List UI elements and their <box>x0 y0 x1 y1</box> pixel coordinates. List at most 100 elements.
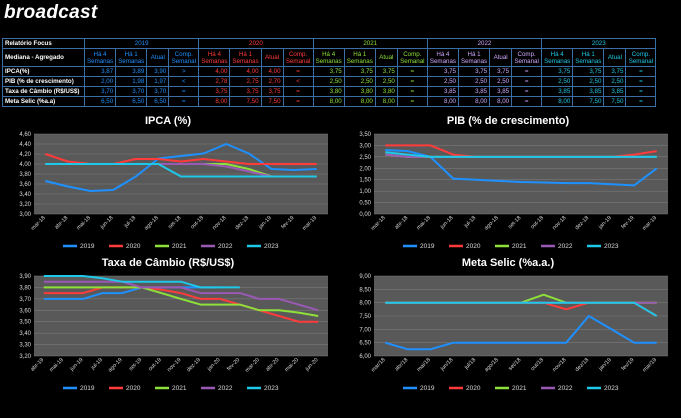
y-tick-label: 3,30 <box>19 343 31 349</box>
table-cell: 8,00 <box>343 96 376 107</box>
x-tick-label: mar-19 <box>642 215 659 232</box>
legend-label: 2023 <box>264 385 279 392</box>
x-tick-label: abr-18 <box>394 215 409 230</box>
column-subheader: Há 4 Semanas <box>198 48 231 67</box>
table-cell: 1,98 <box>115 76 148 87</box>
x-tick-label: ago/18 <box>484 357 500 373</box>
x-tick-label: mai-18 <box>416 215 432 231</box>
legend-label: 2019 <box>80 385 95 392</box>
table-cell: 3,85 <box>572 86 605 97</box>
table-cell: = <box>396 76 428 87</box>
table-cell: 2,50 <box>312 76 345 87</box>
table-cell: 3,75 <box>312 66 345 77</box>
table-cell: = <box>511 66 543 77</box>
table-cell: 7,50 <box>572 96 605 107</box>
x-tick-label: mai/18 <box>416 357 432 373</box>
x-tick-label: ago-18 <box>143 215 159 231</box>
table-cell: 3,75 <box>374 66 398 77</box>
plot-area <box>374 134 668 214</box>
x-tick-label: set-19 <box>128 357 143 372</box>
table-cell: 2,78 <box>198 76 231 87</box>
column-subheader: Comp. Semanal <box>625 48 657 67</box>
table-cell: 3,75 <box>603 66 627 77</box>
x-tick-label: jun-20 <box>304 357 320 373</box>
table-cell: = <box>396 66 428 77</box>
legend-label: 2022 <box>218 385 233 392</box>
table-cell: 3,87 <box>83 66 117 77</box>
table-cell: 3,85 <box>426 86 459 97</box>
table-cell: = <box>282 96 314 107</box>
column-subheader: Atual <box>489 48 513 67</box>
y-tick-label: 1,50 <box>359 178 371 184</box>
table-cell: 2,50 <box>572 76 605 87</box>
x-tick-label: jan-19 <box>597 215 613 231</box>
legend-label: 2022 <box>558 385 573 392</box>
legend-label: 2022 <box>558 243 573 250</box>
table-cell: = <box>168 96 200 107</box>
table-cell: 4,00 <box>198 66 231 77</box>
legend-label: 2023 <box>604 385 619 392</box>
y-tick-label: 3,80 <box>19 285 31 291</box>
column-subheader: Comp. Semanal <box>282 48 314 67</box>
legend-label: 2021 <box>512 385 527 392</box>
x-tick-label: set-18 <box>507 215 522 230</box>
series-line-2023 <box>43 275 240 289</box>
y-tick-label: 3,40 <box>19 331 31 337</box>
table-cell: = <box>511 96 543 107</box>
table-cell: 2,50 <box>603 76 627 87</box>
chart-title: Taxa de Câmbio (R$/US$) <box>102 257 235 269</box>
x-tick-label: mar-19 <box>302 215 319 232</box>
x-tick-label: out-19 <box>148 357 163 372</box>
y-tick-label: 4,00 <box>19 162 31 168</box>
y-tick-label: 3,70 <box>19 297 31 303</box>
y-tick-label: 3,00 <box>19 212 31 218</box>
legend-label: 2019 <box>420 243 435 250</box>
series-line-2023 <box>385 301 658 317</box>
table-cell: 6,50 <box>83 96 117 107</box>
series-line-2022 <box>43 280 319 312</box>
pib-chart: PIB (% de crescimento) 0,00 0,50 1,00 1,50 2,… <box>359 115 668 250</box>
column-subheader: Há 4 Semanas <box>541 48 574 67</box>
x-tick-label: mai-20 <box>284 357 300 373</box>
table-cell: 7,50 <box>603 96 627 107</box>
table-cell: 3,70 <box>115 86 148 97</box>
series-line-2019 <box>43 286 221 300</box>
legend-label: 2020 <box>126 385 141 392</box>
brand-logo: broadcast <box>4 2 98 23</box>
x-tick-label: dez-18 <box>234 215 250 231</box>
table-cell: 3,75 <box>572 66 605 77</box>
row-label: Taxa de Câmbio (R$/US$) <box>2 86 85 97</box>
y-tick-label: 3,20 <box>19 354 31 360</box>
year-header: 2022 <box>426 38 543 49</box>
table-cell: 3,75 <box>229 86 262 97</box>
x-tick-label: fev/19 <box>621 357 636 372</box>
legend-label: 2023 <box>264 243 279 250</box>
x-tick-label: jul-19 <box>90 357 104 371</box>
x-tick-label: dez-18 <box>574 215 590 231</box>
legend-label: 2021 <box>172 243 187 250</box>
table-cell: = <box>625 96 657 107</box>
row-label: PIB (% de crescimento) <box>2 76 85 87</box>
ipca-chart: IPCA (%) 3,00 3,20 3,40 3,60 3,80 4,00 4,20 4,40… <box>19 115 328 250</box>
x-tick-label: set-18 <box>167 215 182 230</box>
table-row: Meta Selic (%a.a) 6,50 6,50 6,50 = 8,00 7,50 7,… <box>2 96 657 107</box>
table-cell: 3,85 <box>603 86 627 97</box>
table-cell: 3,80 <box>312 86 345 97</box>
table-cell: 3,85 <box>541 86 574 97</box>
table-cell: = <box>511 86 543 97</box>
x-tick-label: nov-18 <box>552 215 568 231</box>
table-cell: 3,85 <box>457 86 491 97</box>
chart-title: PIB (% de crescimento) <box>447 115 570 127</box>
table-cell: = <box>282 66 314 77</box>
legend-label: 2021 <box>172 385 187 392</box>
x-tick-label: abr/18 <box>394 357 409 372</box>
table-cell: 3,75 <box>541 66 574 77</box>
x-tick-label: ago-18 <box>483 215 499 231</box>
y-tick-label: 6,50 <box>359 341 371 347</box>
table-cell: 3,90 <box>146 66 170 77</box>
x-tick-label: out-18 <box>190 215 205 230</box>
table-cell: 2,70 <box>260 76 284 87</box>
column-subheader: Há 1 Semanas <box>115 48 148 67</box>
table-cell: 4,00 <box>229 66 262 77</box>
column-subheader: Comp. Semanal <box>511 48 543 67</box>
